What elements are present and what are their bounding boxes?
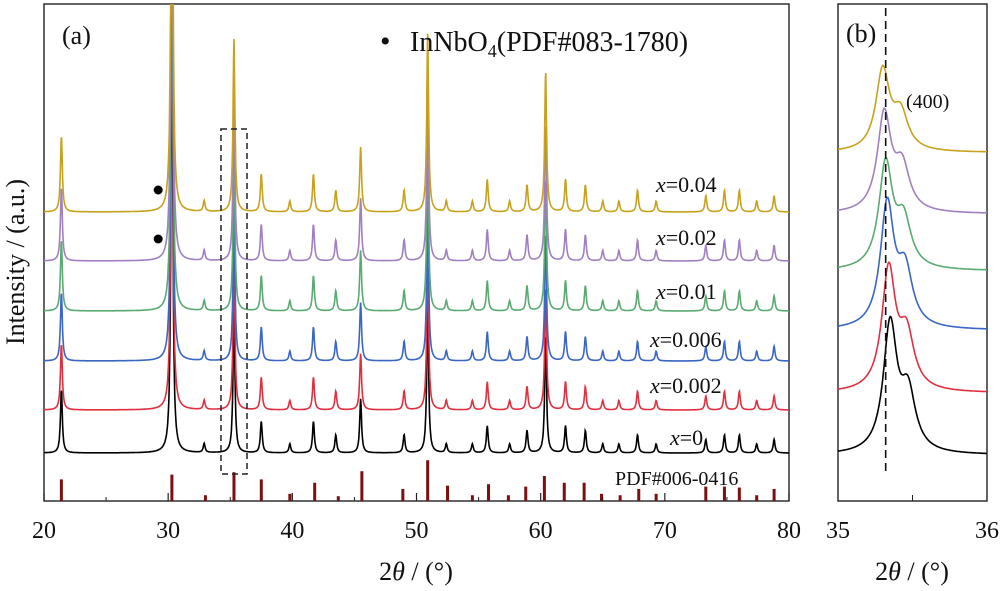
series-line-x=0.002: [44, 4, 789, 411]
series-label-var: x: [655, 279, 666, 304]
series-label-var: x: [649, 327, 660, 352]
panel-a-xlabel-symbol: θ: [392, 557, 405, 586]
highlight-box: [220, 128, 248, 475]
panel-b-x-ticks: 35 36: [826, 495, 999, 544]
zoom-series-line-x=0.02: [837, 107, 987, 214]
panel-a-xlabel-suffix: / (°): [405, 557, 453, 586]
y-axis-label: Intensity / (a.u.): [1, 179, 30, 345]
legend-marker: •: [380, 25, 391, 58]
panel-a-xlabel-prefix: 2: [379, 557, 392, 586]
legend-label: InNbO4(PDF#083-1780): [410, 27, 688, 61]
series-label-val: =0.02: [666, 225, 717, 250]
series-label-var: x: [655, 225, 666, 250]
zoom-series-line-x=0.006: [837, 196, 987, 330]
panel-b-xlabel-suffix: / (°): [901, 557, 949, 586]
series-label: x=0.04: [655, 172, 717, 197]
x-tick-label: 20: [32, 518, 56, 544]
series-label-val: =0.01: [666, 279, 717, 304]
series-line-x=0.01: [43, 4, 789, 312]
panel-a-label: (a): [62, 21, 91, 50]
panel-a-reference-sticks: [59, 460, 776, 501]
series-label-var: x: [655, 172, 666, 197]
innbo4-marker: [153, 185, 163, 195]
x-tick-label: 30: [156, 518, 180, 544]
series-line-x=0: [44, 8, 789, 454]
series-label: x=0: [669, 425, 703, 450]
panel-a: 20 30 40 50 60 70 80 x=0x=0.002x=0.006x=0.01x=…: [1, 3, 801, 586]
series-line-x=0.006: [44, 4, 789, 362]
series-label-var: x: [669, 425, 680, 450]
series-label: x=0.02: [655, 225, 717, 250]
series-line-x=0.04: [44, 4, 789, 213]
reference-label: PDF#006-0416: [615, 468, 738, 490]
panel-a-x-axis-label: 2θ / (°): [379, 557, 453, 586]
x-tick-label: 70: [653, 518, 677, 544]
legend-label-main: InNbO: [410, 27, 488, 58]
legend-label-rest: (PDF#083-1780): [497, 27, 688, 58]
zoom-series-line-x=0.04: [837, 64, 987, 153]
panel-b-xlabel-symbol: θ: [888, 557, 901, 586]
peak-annotation: (400): [906, 91, 949, 113]
legend: • InNbO4(PDF#083-1780): [380, 25, 688, 61]
series-label-val: =0.006: [660, 327, 722, 352]
panel-b-frame: [837, 3, 988, 502]
zoom-series-line-x=0.01: [837, 156, 987, 271]
series-label-val: =0.002: [660, 373, 722, 398]
panel-a-x-ticks: 20 30 40 50 60 70 80: [32, 493, 801, 544]
zoom-x-tick-label: 35: [826, 518, 850, 544]
series-line-x=0.02: [44, 4, 789, 262]
panel-b-xlabel-prefix: 2: [875, 557, 888, 586]
x-tick-label: 60: [529, 518, 553, 544]
panel-a-series-group: [43, 4, 789, 454]
legend-label-sub: 4: [488, 41, 497, 61]
panel-b-x-axis-label: 2θ / (°): [875, 557, 949, 586]
zoom-series-line-x=0.002: [837, 261, 988, 393]
series-label: x=0.006: [649, 327, 722, 352]
series-label: x=0.01: [655, 279, 717, 304]
x-tick-label: 40: [280, 518, 304, 544]
panel-b-label: (b): [846, 19, 876, 48]
series-label-val: =0.04: [666, 172, 717, 197]
innbo4-marker: [153, 234, 163, 244]
series-label: x=0.002: [649, 373, 722, 398]
zoom-series-line-x=0: [837, 315, 987, 455]
series-label-val: =0: [680, 425, 703, 450]
panel-b-series-group: [837, 64, 988, 455]
series-label-var: x: [649, 373, 660, 398]
zoom-x-tick-label: 36: [975, 518, 999, 544]
x-tick-label: 50: [405, 518, 429, 544]
x-tick-label: 80: [777, 518, 801, 544]
panel-b: 35 36 (b) (400) 2θ / (°): [826, 3, 999, 586]
